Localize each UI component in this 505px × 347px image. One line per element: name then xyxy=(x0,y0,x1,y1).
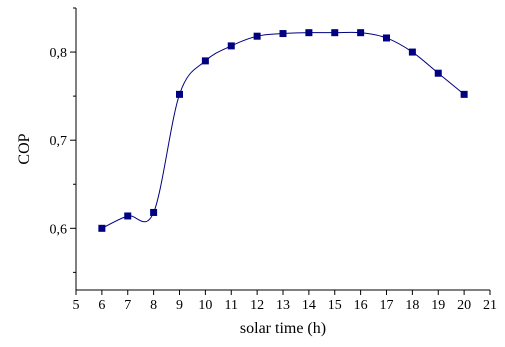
data-point xyxy=(124,212,132,220)
data-point xyxy=(98,224,106,232)
data-point xyxy=(150,208,158,216)
x-tick-label: 15 xyxy=(328,298,342,313)
data-point xyxy=(408,48,416,56)
x-tick-label: 14 xyxy=(302,298,316,313)
data-point xyxy=(253,32,261,40)
data-point xyxy=(383,34,390,42)
data-point xyxy=(201,57,209,65)
data-point xyxy=(331,29,339,37)
data-point xyxy=(460,90,468,98)
x-tick-label: 5 xyxy=(73,298,80,313)
x-tick-label: 16 xyxy=(354,298,368,313)
x-tick-label: 12 xyxy=(250,298,264,313)
x-axis-title: solar time (h) xyxy=(240,320,326,337)
x-tick-label: 6 xyxy=(98,298,105,313)
data-point xyxy=(176,90,183,98)
data-point xyxy=(357,29,365,37)
y-tick-label: 0,8 xyxy=(50,46,68,61)
data-point xyxy=(434,69,442,77)
y-axis-title: COP xyxy=(16,133,33,164)
x-tick-label: 9 xyxy=(176,298,183,313)
x-tick-label: 18 xyxy=(405,298,419,313)
plot-area xyxy=(98,29,468,232)
x-tick-label: 8 xyxy=(150,298,157,313)
data-point xyxy=(227,42,235,50)
series-line xyxy=(101,31,465,229)
x-tick-label: 21 xyxy=(483,298,497,313)
data-point xyxy=(279,30,287,38)
axes: 5 6 7 8 9 10 11 12 13 14 15 16 17 18 19 20 21 0,6 0,7 0,8 xyxy=(50,7,497,313)
x-tick-label: 20 xyxy=(457,298,471,313)
x-tick-label: 11 xyxy=(225,298,238,313)
y-tick-label: 0,6 xyxy=(50,222,68,237)
x-tick-label: 17 xyxy=(380,298,394,313)
x-tick-label: 7 xyxy=(124,298,131,313)
x-tick-label: 13 xyxy=(276,298,290,313)
x-tick-label: 19 xyxy=(431,298,445,313)
y-tick-label: 0,7 xyxy=(50,134,68,149)
x-tick-label: 10 xyxy=(198,298,212,313)
data-point xyxy=(305,29,313,37)
